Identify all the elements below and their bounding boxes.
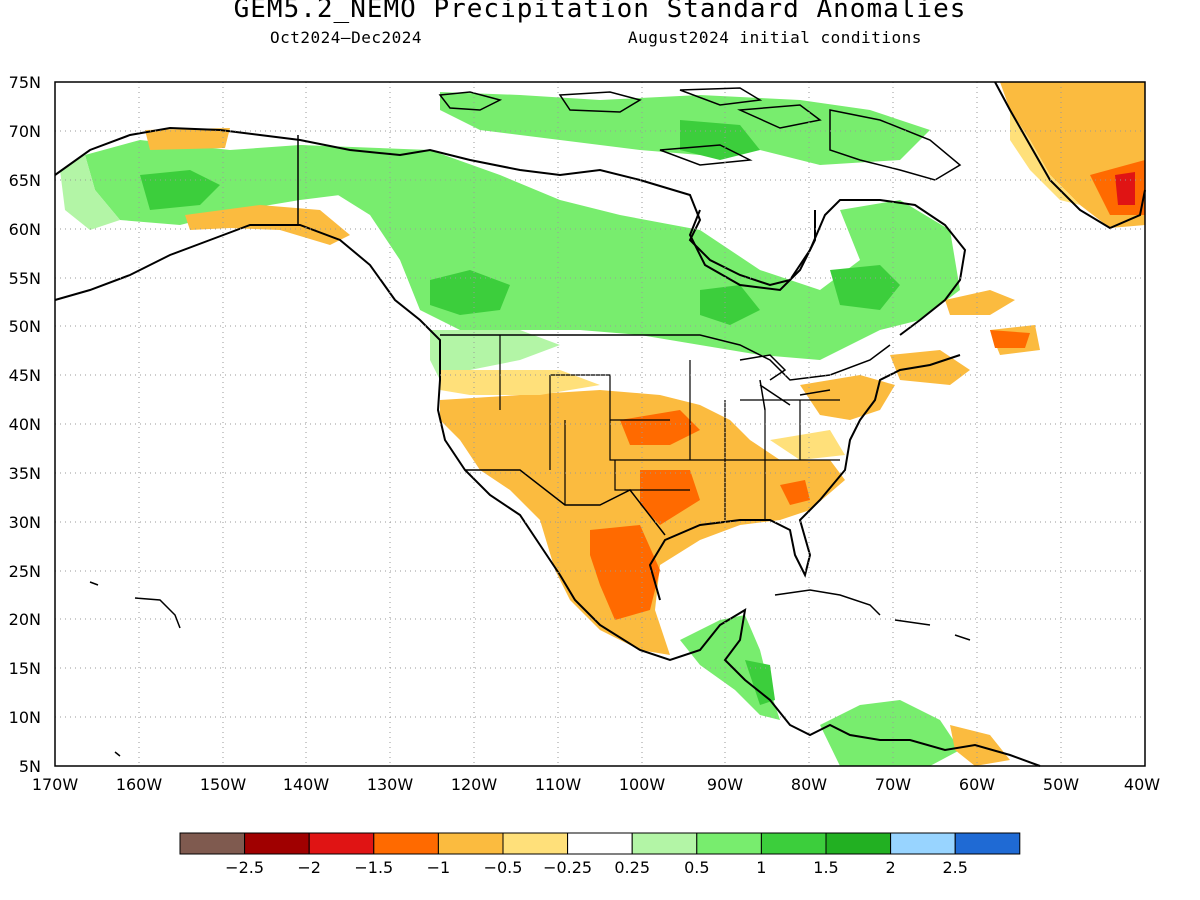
anomaly-region-us-dry-light — [440, 370, 845, 460]
anomaly-region-great-plains-very-dry — [590, 410, 810, 620]
colorbar-label: −0.25 — [543, 858, 592, 877]
lat-label: 60N — [9, 220, 41, 239]
lat-label: 50N — [9, 317, 41, 336]
initial-conditions: August2024 initial conditions — [628, 28, 922, 47]
colorbar-swatch — [244, 832, 310, 855]
latitude-labels: 75N 70N 65N 60N 55N 50N 45N 40N 35N 30N … — [9, 73, 41, 776]
anomaly-region-alaska-wet-light — [60, 155, 120, 230]
graticule — [55, 82, 1145, 766]
anomaly-region-newfoundland-very-dry — [990, 330, 1030, 348]
colorbar-label: 0.5 — [684, 858, 709, 877]
lon-label: 110W — [535, 775, 582, 794]
colorbar-swatch — [179, 832, 246, 855]
map-panel — [54, 81, 1146, 767]
colorbar-swatch — [825, 832, 892, 855]
anomaly-region-northeast-dry — [800, 375, 895, 420]
lon-label: 120W — [451, 775, 498, 794]
anomaly-region-greenland-extreme-dry — [1115, 172, 1135, 205]
lon-label: 60W — [959, 775, 995, 794]
lon-label: 150W — [200, 775, 247, 794]
lon-label: 170W — [32, 775, 79, 794]
gulf-of-mexico-coastline — [648, 354, 961, 601]
colorbar-label: −0.5 — [484, 858, 523, 877]
lat-label: 15N — [9, 659, 41, 678]
colorbar-swatch — [437, 832, 504, 855]
us-canada-border — [440, 334, 891, 381]
colorbar-swatch — [760, 832, 827, 855]
anomaly-region-canada-wet-dark — [430, 265, 900, 325]
cuba-and-islands — [89, 581, 971, 757]
coastlines — [54, 81, 1146, 767]
lat-label: 75N — [9, 73, 41, 92]
colorbar-swatch — [502, 832, 569, 855]
great-lakes — [739, 354, 831, 411]
colorbar-swatch — [954, 832, 1021, 855]
colorbar-swatch — [567, 832, 633, 855]
colorbar-label: 2.5 — [942, 858, 967, 877]
colorbar-label: 0.25 — [614, 858, 650, 877]
colorbar-label: 1 — [756, 858, 766, 877]
longitude-labels: 170W 160W 150W 140W 130W 120W 110W 100W … — [32, 775, 1160, 794]
greenland-coastline — [994, 81, 1146, 230]
colorbar-swatch — [890, 832, 956, 855]
hudson-bay-coastline — [688, 209, 816, 292]
lon-label: 90W — [707, 775, 743, 794]
arctic-islands-coast — [438, 87, 822, 166]
lat-label: 10N — [9, 708, 41, 727]
anomaly-region-prairies-wet-light — [430, 330, 560, 380]
colorbar-swatch — [631, 832, 698, 855]
colorbar-swatch — [696, 832, 762, 855]
arctic-coastline — [54, 126, 967, 336]
lon-label: 40W — [1124, 775, 1160, 794]
lon-label: 130W — [367, 775, 414, 794]
lat-label: 40N — [9, 415, 41, 434]
map-title: GEM5.2_NEMO Precipitation Standard Anoma… — [233, 0, 967, 24]
colorbar-label: −1.5 — [354, 858, 393, 877]
anomaly-region-arctic-wet-dark — [680, 120, 760, 160]
colorbar-label: 2 — [886, 858, 896, 877]
lon-label: 50W — [1043, 775, 1079, 794]
lat-label: 70N — [9, 122, 41, 141]
lat-label: 20N — [9, 610, 41, 629]
forecast-period: Oct2024–Dec2024 — [270, 28, 422, 47]
anomaly-region-alaska-dry — [145, 128, 230, 150]
state-borders — [499, 335, 840, 520]
lon-label: 70W — [875, 775, 911, 794]
anomaly-region-greenland-dry-light — [1010, 110, 1080, 205]
lon-label: 140W — [283, 775, 330, 794]
lon-label: 80W — [791, 775, 827, 794]
lon-label: 100W — [619, 775, 666, 794]
colorbar-swatch — [373, 832, 439, 855]
colorbar-label: −2 — [297, 858, 321, 877]
lat-label: 55N — [9, 269, 41, 288]
colorbar-label: −1 — [427, 858, 451, 877]
lat-label: 30N — [9, 513, 41, 532]
us-mexico-border — [465, 469, 666, 536]
north-america-coastline — [54, 224, 1041, 767]
colorbar-swatch — [308, 832, 375, 855]
lat-label: 35N — [9, 464, 41, 483]
lat-label: 25N — [9, 562, 41, 581]
lat-label: 45N — [9, 366, 41, 385]
map-frame — [54, 81, 1146, 767]
lat-label: 5N — [19, 757, 41, 776]
lon-label: 160W — [116, 775, 163, 794]
anomaly-region-central-america-wet-dark — [745, 660, 775, 705]
colorbar-label: −2.5 — [225, 858, 264, 877]
colorbar-label: 1.5 — [813, 858, 838, 877]
colorbar: −2.5 −2 −1.5 −1 −0.5 −0.25 0.25 0.5 1 1.5 2 2.5 — [179, 832, 1021, 877]
lat-label: 65N — [9, 171, 41, 190]
